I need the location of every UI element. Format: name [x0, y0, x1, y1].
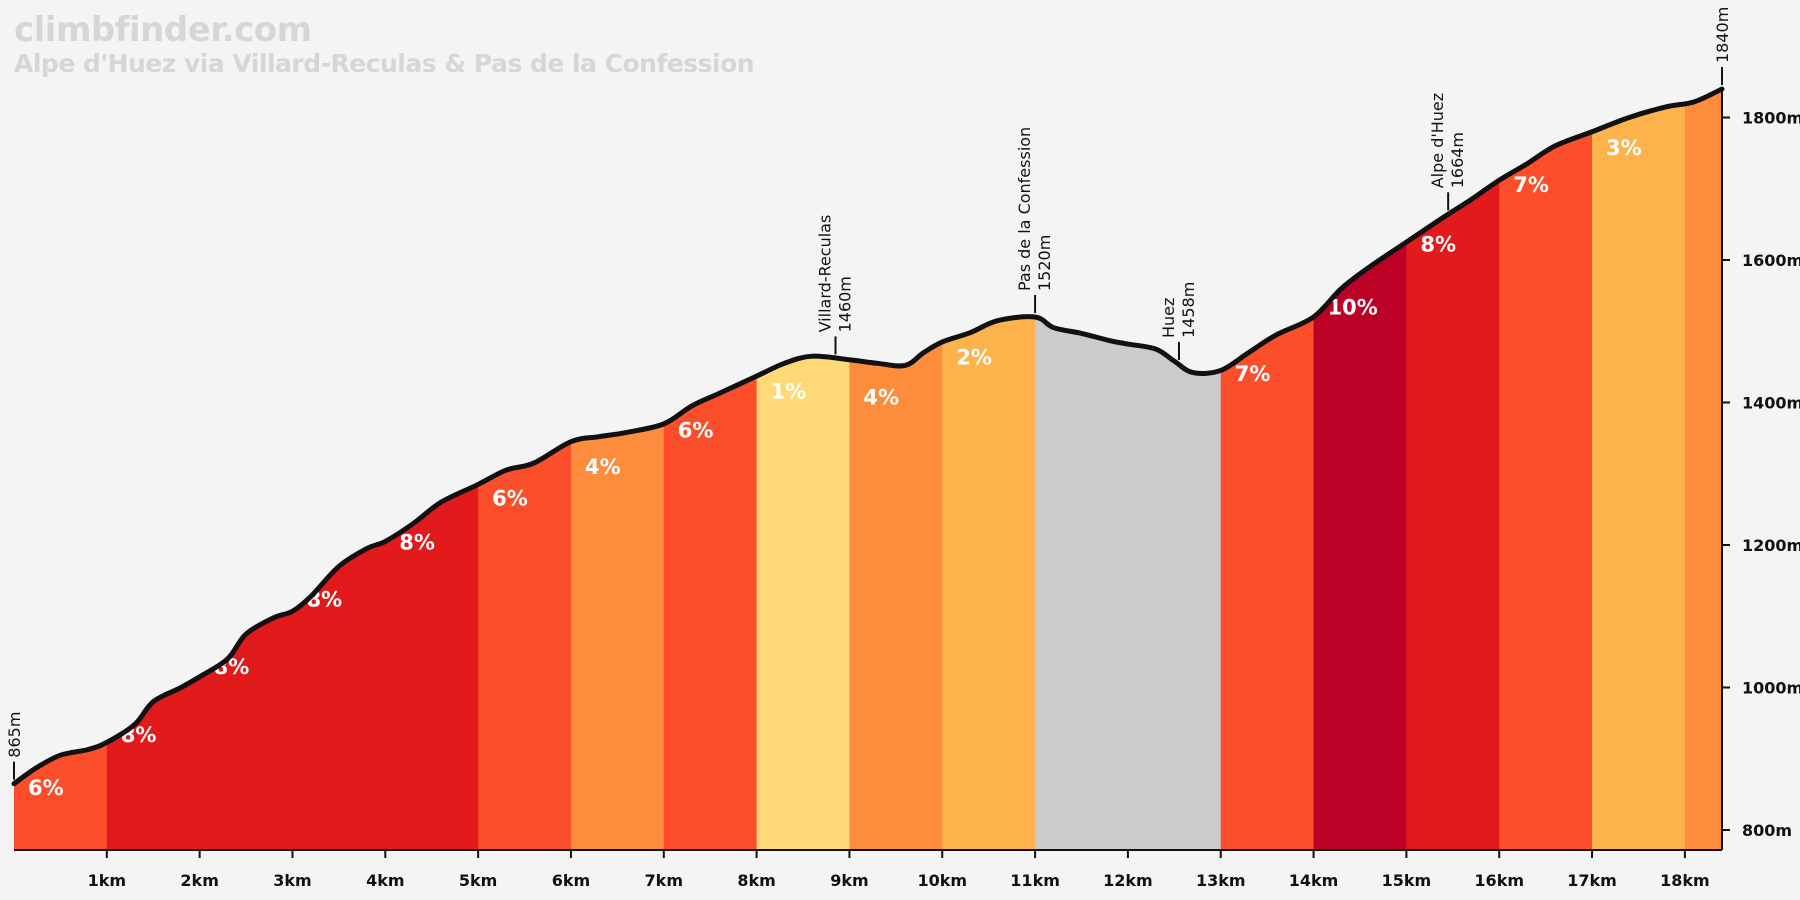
waypoint-5: 1840m [1713, 7, 1732, 63]
grade-label-12: 7% [1235, 362, 1271, 386]
segment-2 [199, 89, 294, 850]
x-tick-label-2: 3km [273, 871, 311, 890]
waypoint-3: Huez 1458m [1159, 282, 1198, 338]
grade-label-14: 8% [1420, 232, 1456, 256]
y-tick-label-0: 800m [1742, 821, 1792, 840]
y-tick-label-3: 1400m [1742, 394, 1800, 413]
chart-title: Alpe d'Huez via Villard-Reculas & Pas de… [14, 49, 755, 78]
grade-label-16: 3% [1606, 136, 1642, 160]
y-tick-label-1: 1000m [1742, 679, 1800, 698]
profile-line [11, 86, 1725, 787]
waypoint-elevation-4: 1664m [1448, 132, 1467, 188]
grade-label-4: 8% [399, 530, 435, 554]
x-tick-label-7: 8km [737, 871, 775, 890]
brand-header: climbfinder.com Alpe d'Huez via Villard-… [14, 10, 755, 78]
waypoint-name-1: Villard-Reculas [816, 215, 835, 333]
segment-17 [1684, 89, 1722, 850]
x-tick-label-1: 2km [180, 871, 218, 890]
x-tick-label-0: 1km [88, 871, 126, 890]
waypoint-elevation-0: 865m [5, 712, 24, 758]
grade-label-13: 10% [1328, 295, 1378, 319]
x-tick-label-8: 9km [830, 871, 868, 890]
x-tick-label-9: 10km [917, 871, 967, 890]
waypoint-elevation-2: 1520m [1035, 235, 1054, 291]
segment-11 [1035, 89, 1222, 850]
segment-8 [756, 89, 851, 850]
x-tick-label-11: 12km [1103, 871, 1153, 890]
y-tick-label-2: 1200m [1742, 536, 1800, 555]
segment-5 [478, 89, 572, 850]
segment-13 [1313, 89, 1407, 850]
x-tick-label-15: 16km [1474, 871, 1524, 890]
segment-3 [292, 89, 386, 850]
x-tick-label-10: 11km [1010, 871, 1060, 890]
x-tick-label-4: 5km [459, 871, 497, 890]
grade-label-8: 1% [771, 380, 807, 404]
segment-12 [1220, 89, 1315, 850]
waypoint-1: Villard-Reculas 1460m [816, 215, 855, 333]
waypoint-elevation-5: 1840m [1713, 7, 1732, 63]
segment-9 [849, 89, 943, 850]
grade-label-5: 6% [492, 486, 528, 510]
site-name: climbfinder.com [14, 10, 312, 50]
grade-label-9: 4% [863, 386, 899, 410]
waypoint-name-3: Huez [1159, 298, 1178, 338]
waypoint-name-2: Pas de la Confession [1015, 127, 1034, 291]
y-tick-label-5: 1800m [1742, 109, 1800, 128]
segment-7 [663, 89, 758, 850]
x-tick-label-14: 15km [1382, 871, 1432, 890]
segment-4 [385, 89, 479, 850]
waypoint-elevation-3: 1458m [1179, 282, 1198, 338]
x-tick-label-17: 18km [1660, 871, 1710, 890]
waypoint-name-4: Alpe d'Huez [1428, 93, 1447, 188]
x-tick-label-5: 6km [552, 871, 590, 890]
grade-label-0: 6% [28, 776, 64, 800]
x-tick-label-16: 17km [1567, 871, 1617, 890]
segment-15 [1499, 89, 1593, 850]
segment-16 [1592, 89, 1686, 850]
x-tick-label-13: 14km [1289, 871, 1339, 890]
waypoint-0: 865m [5, 712, 24, 758]
grade-label-3: 8% [306, 587, 342, 611]
x-tick-label-12: 13km [1196, 871, 1246, 890]
x-tick-label-6: 7km [645, 871, 683, 890]
y-tick-label-4: 1600m [1742, 251, 1800, 270]
grade-label-15: 7% [1513, 173, 1549, 197]
segment-0 [14, 89, 108, 850]
segment-6 [570, 89, 665, 850]
x-tick-label-3: 4km [366, 871, 404, 890]
grade-label-10: 2% [956, 346, 992, 370]
grade-label-1: 8% [121, 723, 157, 747]
waypoint-2: Pas de la Confession 1520m [1015, 127, 1054, 291]
grade-label-7: 6% [678, 419, 714, 443]
grade-label-6: 4% [585, 455, 621, 479]
waypoint-4: Alpe d'Huez 1664m [1428, 93, 1467, 188]
waypoint-elevation-1: 1460m [836, 276, 855, 332]
